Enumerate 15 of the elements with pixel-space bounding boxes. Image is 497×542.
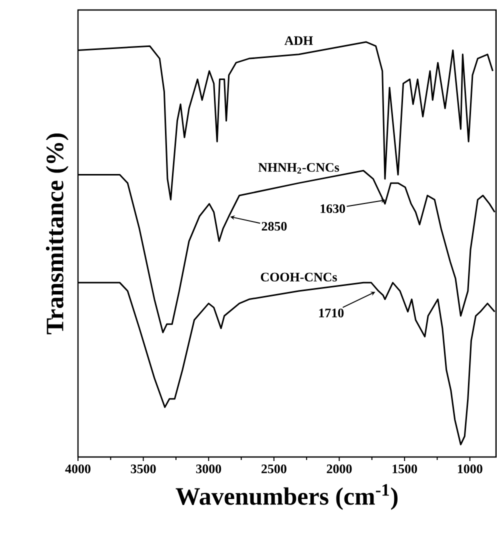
series-label: ADH (284, 36, 313, 45)
x-tick-label: 1500 (392, 464, 418, 474)
x-tick-label: 3500 (130, 464, 156, 474)
y-axis-title: Transmittance (%) (46, 134, 68, 334)
x-tick-label: 3000 (196, 464, 222, 474)
series-label: NHNH$_{2}$-CNCs (258, 163, 340, 174)
series-label: COOH-CNCs (260, 272, 337, 282)
x-tick-label: 2500 (262, 464, 286, 474)
x-tick-label: 2000 (326, 464, 352, 474)
annotation: 2850 (262, 222, 287, 231)
x-axis-title: Wavenumbers (cm$^{-1}$) (176, 484, 398, 510)
x-tick-label: 1000 (458, 464, 482, 474)
x-tick-label: 4000 (65, 464, 90, 474)
annotation: 1630 (320, 204, 346, 214)
annotation: 1710 (319, 308, 344, 318)
